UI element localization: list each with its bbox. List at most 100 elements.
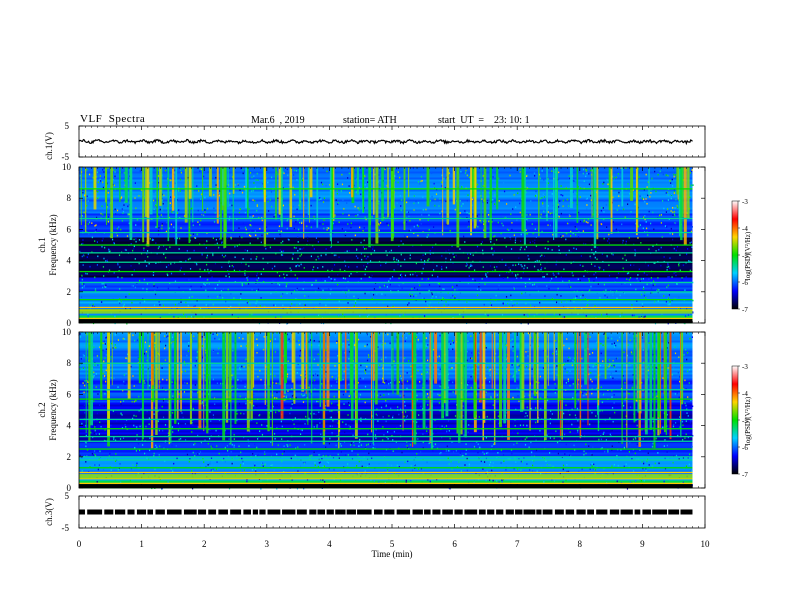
ch3-pulse (536, 509, 542, 515)
ch1-waveform (78, 138, 693, 146)
ch2-spec-ylabel-freq: Frequency (kHz) (48, 379, 58, 440)
time-tick-label: 4 (327, 539, 332, 549)
freq-tick-label: 10 (62, 327, 72, 337)
time-tick-label: 0 (77, 539, 82, 549)
colorbar-tick-label: -4 (742, 390, 748, 398)
wave-tick-label: 5 (65, 121, 70, 131)
ch2-spec-ylabel-ch: ch.2 (37, 402, 47, 417)
colorbar-1-label: log(PSD)(V²/Hz) (744, 231, 752, 280)
ch3-pulse (259, 509, 266, 515)
ch3-pulse (478, 509, 486, 515)
freq-tick-label: 4 (67, 421, 72, 431)
spectral-line (79, 435, 693, 438)
colorbar-tick-label: -7 (742, 306, 748, 314)
freq-tick-label: 10 (62, 162, 72, 172)
spectral-line (79, 291, 693, 293)
colorbar-tick-label: -3 (742, 363, 748, 371)
time-tick-label: 8 (578, 539, 583, 549)
spectral-line (79, 456, 693, 458)
wave-tick-label: -5 (62, 523, 70, 533)
spectral-line (79, 188, 693, 190)
spectral-line (79, 418, 693, 421)
freq-tick-label: 0 (67, 318, 72, 328)
spectral-line (79, 471, 693, 474)
freq-tick-label: 2 (67, 287, 72, 297)
x-axis-label: Time (min) (372, 549, 413, 559)
ch3-pulse (104, 509, 114, 515)
spectral-line (79, 478, 693, 480)
freq-tick-label: 0 (67, 483, 72, 493)
freq-tick-label: 6 (67, 389, 72, 399)
ch3-pulse (587, 509, 594, 515)
ch3-pulse (412, 509, 423, 515)
spectral-line (79, 306, 693, 309)
spectral-line (79, 409, 693, 411)
ch3-pulse (183, 509, 197, 515)
colorbar-tick-label: -6 (742, 444, 748, 452)
ch3-pulse (384, 509, 395, 515)
ch3-pulse (335, 509, 346, 515)
ch1-wave-ylabel: ch.1(V) (44, 132, 54, 160)
ch1-waveform-trace (78, 138, 693, 146)
ch3-pulse (282, 509, 296, 515)
spectral-line (79, 281, 693, 284)
spectral-line (79, 244, 693, 246)
spectral-line (79, 261, 693, 263)
time-tick-label: 1 (139, 539, 144, 549)
ch3-pulse (198, 509, 207, 515)
ch3-pulse (252, 509, 259, 515)
ch3-pulse (609, 509, 620, 515)
colorbar-tick-label: -3 (742, 198, 748, 206)
time-tick-label: 2 (202, 539, 207, 549)
colorbar-tick-label: -5 (742, 252, 748, 260)
ch1-spec-ylabel-ch: ch.1 (37, 237, 47, 252)
ch3-wave-ylabel: ch.3(V) (44, 498, 54, 526)
wave-tick-label: -5 (62, 152, 70, 162)
figure-title: VLF Spectra (80, 113, 146, 125)
spectral-line (79, 459, 693, 461)
colorbar-tick-label: -4 (742, 225, 748, 233)
ch3-pulse (326, 509, 334, 515)
ch3-pulse (317, 509, 326, 515)
date-label: Mar.6 , 2019 (251, 115, 305, 126)
colorbar (731, 365, 739, 475)
ch3-pulse (230, 509, 242, 515)
freq-tick-label: 4 (67, 256, 72, 266)
spectral-line (79, 440, 693, 442)
ch3-pulse (554, 509, 564, 515)
time-tick-label: 5 (390, 539, 395, 549)
colorbar-tick-label: -7 (742, 471, 748, 479)
ch3-pulse (208, 509, 217, 515)
freq-tick-label: 8 (67, 193, 72, 203)
ch3-pulse (396, 509, 411, 515)
ch3-waveform (79, 509, 693, 515)
spectral-line (79, 398, 693, 400)
ch3-pulse (357, 509, 372, 515)
ch3-pulse (505, 509, 514, 515)
ch3-pulse (79, 509, 85, 515)
ch3-pulse (87, 509, 103, 515)
ch3-pulse (114, 509, 126, 515)
ch3-pulse (496, 509, 504, 515)
colorbar-tick-label: -5 (742, 417, 748, 425)
ch3-pulse (432, 509, 441, 515)
spectral-line (79, 362, 693, 364)
start-ut-label: start UT = 23: 10: 1 (438, 115, 530, 126)
colorbar-2-label: log(PSD)(V²/Hz) (744, 396, 752, 445)
ch3-pulse (442, 509, 453, 515)
spectral-line (79, 428, 693, 430)
ch3-pulse (642, 509, 651, 515)
ch3-pulse (127, 509, 135, 515)
ch3-pulse (652, 509, 667, 515)
spectral-line (79, 448, 693, 450)
spectral-line (79, 317, 693, 320)
time-tick-label: 6 (452, 539, 457, 549)
time-tick-label: 9 (640, 539, 645, 549)
ch3-pulse (542, 509, 553, 515)
spectral-line (79, 270, 693, 273)
ch3-pulse (166, 509, 182, 515)
wave-tick-label: 5 (65, 491, 70, 501)
ch3-pulse (565, 509, 575, 515)
spectral-line (79, 467, 693, 469)
